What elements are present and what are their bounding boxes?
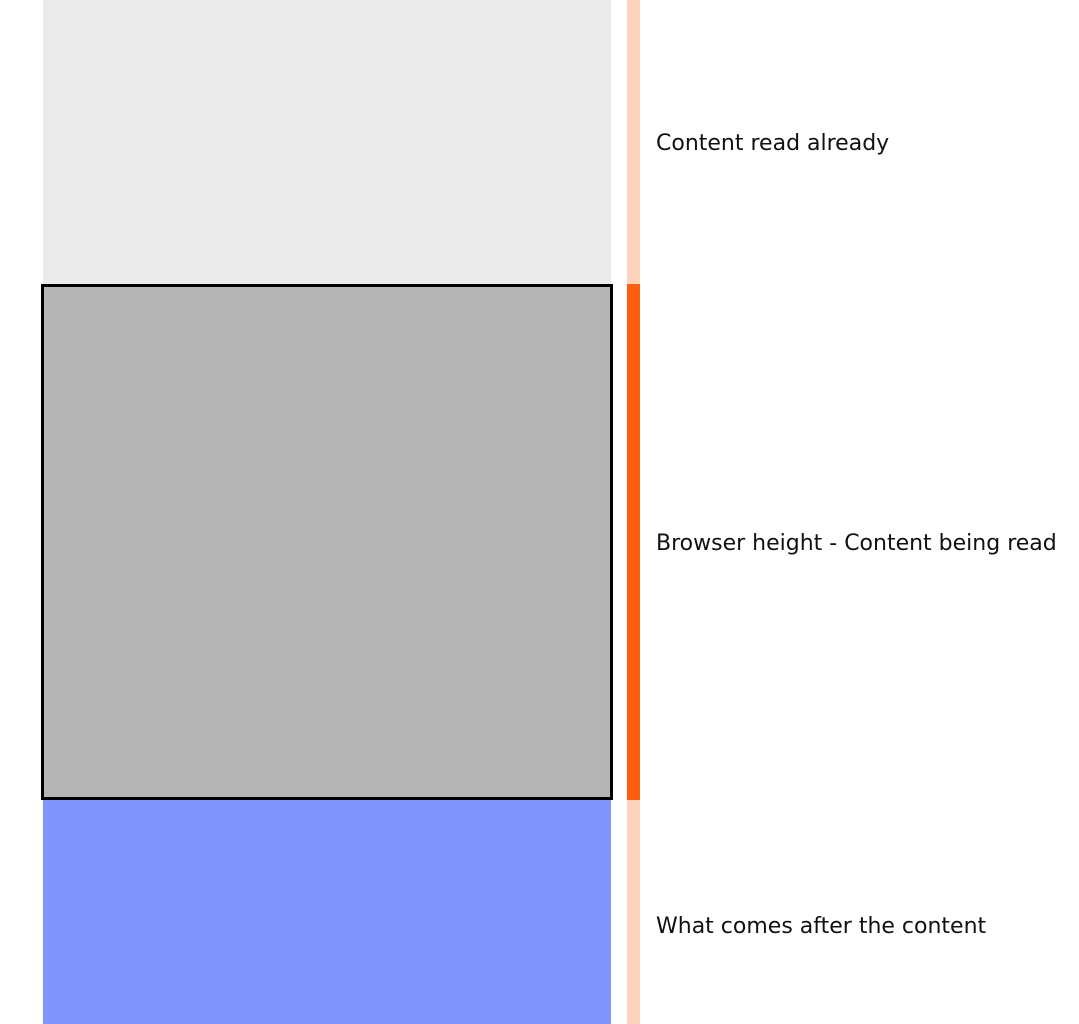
content-read-label: Content read already <box>656 131 890 156</box>
after-content-label: What comes after the content <box>656 914 987 939</box>
viewport-progress-bar <box>627 284 640 800</box>
after-content-block <box>43 800 611 1024</box>
after-progress-bar <box>627 800 640 1024</box>
browser-height-label: Browser height - Content being read <box>656 531 1057 556</box>
browser-viewport-block <box>41 284 613 800</box>
content-read-block <box>43 0 611 284</box>
read-progress-bar <box>627 0 640 284</box>
